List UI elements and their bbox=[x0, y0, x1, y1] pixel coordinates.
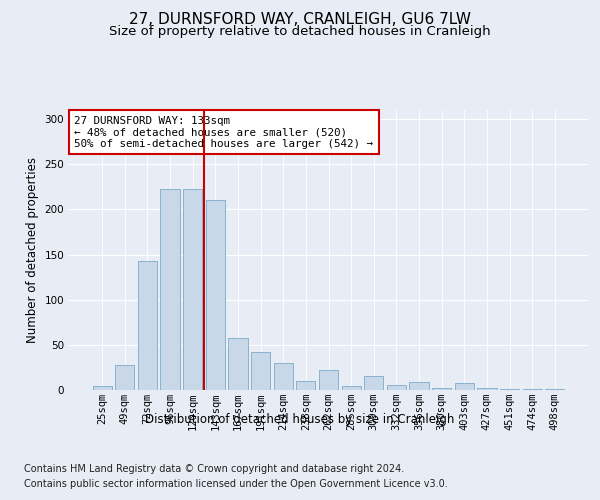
Bar bbox=[432, 388, 451, 390]
Bar bbox=[115, 364, 134, 390]
Text: Distribution of detached houses by size in Cranleigh: Distribution of detached houses by size … bbox=[145, 412, 455, 426]
Bar bbox=[296, 381, 316, 390]
Text: Contains HM Land Registry data © Crown copyright and database right 2024.: Contains HM Land Registry data © Crown c… bbox=[24, 464, 404, 474]
Bar bbox=[183, 190, 202, 390]
Bar bbox=[251, 352, 270, 390]
Bar bbox=[229, 338, 248, 390]
Bar bbox=[274, 363, 293, 390]
Bar bbox=[160, 190, 180, 390]
Bar bbox=[319, 370, 338, 390]
Bar bbox=[387, 384, 406, 390]
Bar bbox=[341, 386, 361, 390]
Y-axis label: Number of detached properties: Number of detached properties bbox=[26, 157, 39, 343]
Bar bbox=[409, 382, 428, 390]
Bar bbox=[500, 389, 519, 390]
Bar bbox=[92, 386, 112, 390]
Bar bbox=[523, 389, 542, 390]
Bar bbox=[477, 388, 497, 390]
Bar bbox=[206, 200, 225, 390]
Bar bbox=[545, 389, 565, 390]
Text: 27, DURNSFORD WAY, CRANLEIGH, GU6 7LW: 27, DURNSFORD WAY, CRANLEIGH, GU6 7LW bbox=[129, 12, 471, 28]
Text: Contains public sector information licensed under the Open Government Licence v3: Contains public sector information licen… bbox=[24, 479, 448, 489]
Text: 27 DURNSFORD WAY: 133sqm
← 48% of detached houses are smaller (520)
50% of semi-: 27 DURNSFORD WAY: 133sqm ← 48% of detach… bbox=[74, 116, 373, 149]
Text: Size of property relative to detached houses in Cranleigh: Size of property relative to detached ho… bbox=[109, 25, 491, 38]
Bar bbox=[364, 376, 383, 390]
Bar bbox=[455, 383, 474, 390]
Bar bbox=[138, 261, 157, 390]
